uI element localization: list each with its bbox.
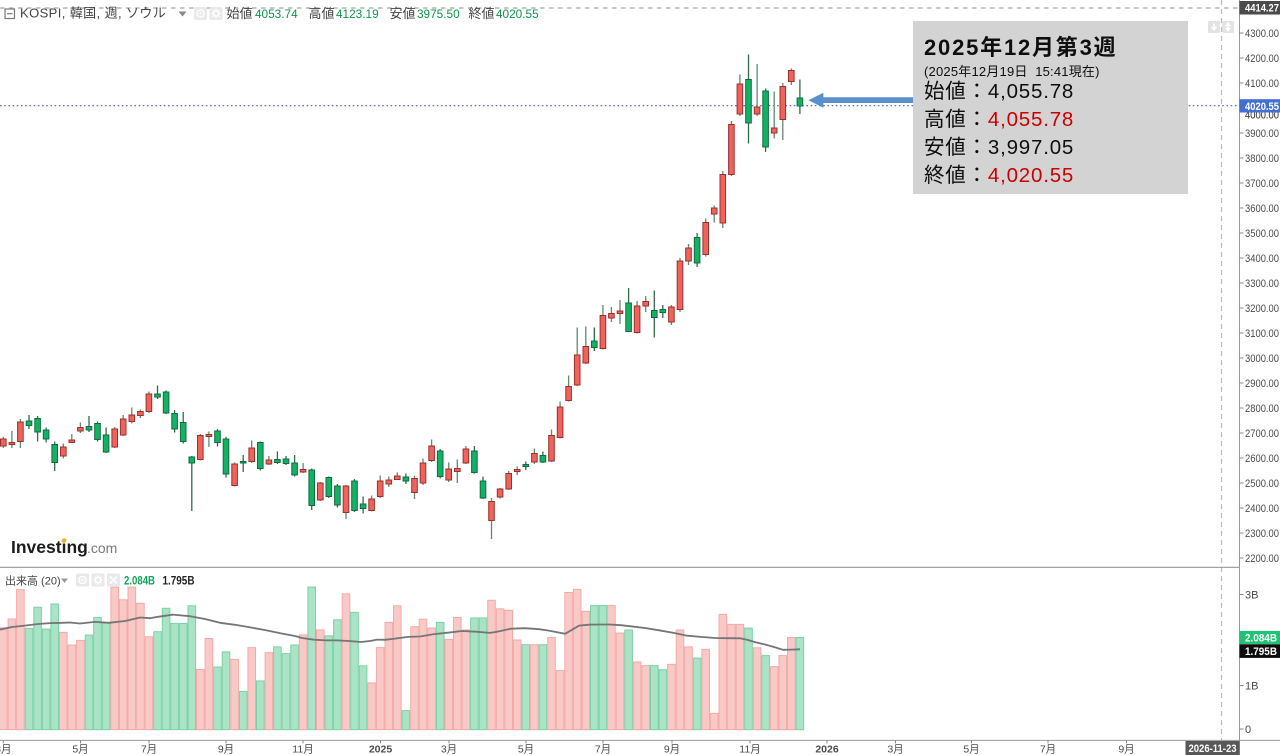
svg-text:2400.00: 2400.00 [1245, 503, 1279, 515]
svg-text:0: 0 [1245, 724, 1251, 736]
svg-text:KOSPI, 韓国, 週, ソウル: KOSPI, 韓国, 週, ソウル [20, 6, 166, 21]
svg-text:2800.00: 2800.00 [1245, 403, 1279, 415]
svg-text:2026-11-23: 2026-11-23 [1189, 743, 1237, 755]
svg-text:.com: .com [87, 540, 117, 556]
svg-text:5月: 5月 [72, 743, 88, 755]
svg-text:11月: 11月 [292, 743, 313, 755]
svg-text:3900.00: 3900.00 [1245, 128, 1279, 140]
svg-text:5月: 5月 [963, 743, 979, 755]
svg-text:2025年12月第3週: 2025年12月第3週 [924, 35, 1117, 60]
svg-text:3500.00: 3500.00 [1245, 228, 1279, 240]
svg-text:3B: 3B [1245, 589, 1258, 601]
svg-text:4200.00: 4200.00 [1245, 53, 1279, 65]
svg-text:Investing: Investing [11, 537, 88, 557]
svg-text:2600.00: 2600.00 [1245, 453, 1279, 465]
svg-text:2025: 2025 [369, 743, 393, 755]
svg-text:9月: 9月 [218, 743, 234, 755]
svg-text:1.795B: 1.795B [1245, 646, 1277, 658]
svg-text:3000.00: 3000.00 [1245, 353, 1279, 365]
svg-text:3200.00: 3200.00 [1245, 303, 1279, 315]
svg-text:3700.00: 3700.00 [1245, 178, 1279, 190]
svg-text:4123.19: 4123.19 [336, 7, 379, 21]
svg-text:2.084B: 2.084B [1245, 632, 1277, 644]
svg-text:11月: 11月 [739, 743, 760, 755]
svg-text:4020.55: 4020.55 [1245, 101, 1279, 113]
svg-text:1B: 1B [1245, 680, 1258, 692]
svg-text:4300.00: 4300.00 [1245, 28, 1279, 40]
svg-text:3400.00: 3400.00 [1245, 253, 1279, 265]
svg-text:終値：4,020.55: 終値：4,020.55 [924, 164, 1074, 187]
svg-text:4414.27: 4414.27 [1245, 3, 1279, 15]
svg-text:2500.00: 2500.00 [1245, 478, 1279, 490]
svg-text:3月: 3月 [887, 743, 903, 755]
svg-text:3975.50: 3975.50 [417, 7, 460, 21]
svg-text:4020.55: 4020.55 [496, 7, 539, 21]
svg-text:2300.00: 2300.00 [1245, 528, 1279, 540]
svg-text:高値: 高値 [309, 6, 335, 21]
svg-text:2200.00: 2200.00 [1245, 553, 1279, 565]
svg-text:安値：3,997.05: 安値：3,997.05 [924, 136, 1074, 159]
svg-text:9月: 9月 [1118, 743, 1134, 755]
svg-text:3600.00: 3600.00 [1245, 203, 1279, 215]
svg-text:7月: 7月 [141, 743, 157, 755]
svg-text:出来高 (20): 出来高 (20) [5, 574, 61, 588]
svg-text:9月: 9月 [664, 743, 680, 755]
svg-text:2026: 2026 [815, 743, 839, 755]
svg-text:4053.74: 4053.74 [255, 7, 298, 21]
svg-text:始値：4,055.78: 始値：4,055.78 [924, 80, 1074, 103]
svg-text:7月: 7月 [595, 743, 611, 755]
svg-text:終値: 終値 [469, 6, 495, 21]
svg-text:高値：4,055.78: 高値：4,055.78 [924, 108, 1074, 131]
svg-text:2900.00: 2900.00 [1245, 378, 1279, 390]
svg-text:(2025年12月19日 15:41現在): (2025年12月19日 15:41現在) [924, 64, 1100, 79]
svg-text:1.795B: 1.795B [163, 574, 195, 588]
svg-text:4100.00: 4100.00 [1245, 78, 1279, 90]
svg-text:3月: 3月 [441, 743, 457, 755]
svg-text:5月: 5月 [518, 743, 534, 755]
svg-text:2.084B: 2.084B [124, 574, 155, 588]
svg-text:3100.00: 3100.00 [1245, 328, 1279, 340]
svg-text:3800.00: 3800.00 [1245, 153, 1279, 165]
svg-text:2700.00: 2700.00 [1245, 428, 1279, 440]
svg-text:始値: 始値 [227, 6, 253, 21]
svg-text:3月: 3月 [0, 743, 11, 755]
svg-text:7月: 7月 [1040, 743, 1056, 755]
svg-text:3300.00: 3300.00 [1245, 278, 1279, 290]
svg-text:安値: 安値 [390, 6, 416, 21]
